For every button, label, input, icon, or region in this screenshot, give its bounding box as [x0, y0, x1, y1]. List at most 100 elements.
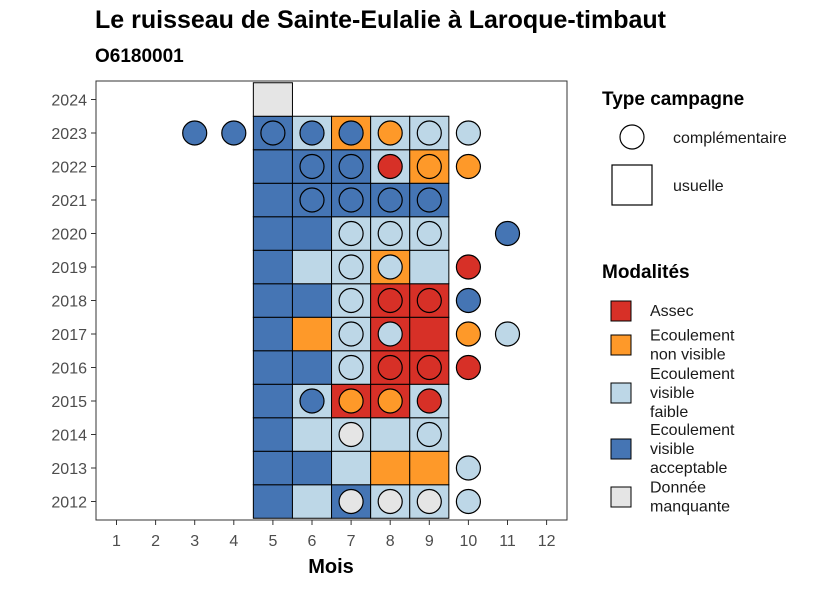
point-2020-7: [338, 220, 364, 247]
point-2018-8: [377, 287, 403, 314]
point-2021-7: [338, 187, 364, 213]
complementaire-points: [182, 120, 521, 515]
tile-2012-6: [291, 484, 333, 519]
tile-2014-5: [252, 417, 293, 452]
legend-label-faible: Ecoulement visible faible: [650, 366, 735, 421]
x-tick-label: 6: [308, 533, 317, 550]
point-2022-9: [416, 153, 442, 180]
point-2015-9: [416, 388, 442, 414]
tile-2024-5: [252, 82, 293, 117]
point-2023-9: [416, 120, 442, 146]
legend-modalites-title: Modalités: [602, 262, 690, 283]
x-tick-label: 4: [229, 533, 238, 550]
point-2023-5: [260, 120, 286, 146]
tile-2013-8: [370, 450, 411, 486]
legend-key-faible: [610, 382, 632, 404]
point-2022-8: [377, 153, 403, 180]
y-tick-label: 2019: [51, 260, 87, 277]
x-tick-label: 7: [347, 533, 356, 550]
chart-title: Le ruisseau de Sainte-Eulalie à Laroque-…: [95, 6, 666, 34]
legend-key-usuelle: [611, 164, 653, 206]
legend-label-acc: Ecoulement visible acceptable: [650, 422, 735, 477]
point-2016-8: [377, 354, 403, 381]
point-2015-6: [299, 388, 325, 414]
point-2020-9: [416, 220, 442, 247]
tile-2017-5: [252, 316, 293, 352]
y-tick-label: 2014: [51, 428, 87, 445]
chart-subtitle: O6180001: [95, 46, 184, 67]
tile-2014-6: [291, 417, 333, 452]
point-2022-10: [455, 153, 481, 180]
tile-2018-5: [252, 283, 293, 318]
point-2012-10: [455, 488, 481, 515]
point-2021-9: [416, 187, 442, 213]
point-2012-9: [416, 488, 442, 515]
x-tick-label: 2: [151, 533, 160, 550]
x-tick-label: 11: [499, 533, 516, 550]
point-2023-10: [455, 120, 481, 146]
point-2016-7: [338, 354, 364, 381]
point-2018-9: [416, 287, 442, 314]
point-2023-7: [338, 120, 364, 146]
legend-label-complementaire: complémentaire: [673, 130, 787, 147]
y-tick-label: 2020: [51, 227, 87, 244]
point-2013-10: [455, 455, 481, 481]
point-2023-3: [182, 120, 208, 146]
point-2016-9: [416, 354, 442, 381]
y-tick-label: 2018: [51, 294, 87, 311]
point-2014-7: [338, 421, 364, 448]
legend-key-nd: [610, 486, 632, 508]
x-tick-label: 5: [268, 533, 277, 550]
y-tick-label: 2023: [51, 126, 87, 143]
point-2021-8: [377, 187, 403, 213]
point-2022-7: [338, 153, 364, 180]
x-axis-title: Mois: [308, 556, 354, 578]
x-tick-label: 3: [190, 533, 199, 550]
tile-2019-9: [409, 249, 450, 285]
point-2020-8: [377, 220, 403, 247]
tile-2016-5: [252, 350, 293, 385]
tile-2013-5: [252, 450, 293, 486]
legend-key-acc: [610, 438, 632, 460]
legend-key-nv: [610, 334, 632, 356]
point-2018-7: [338, 287, 364, 314]
y-tick-label: 2017: [51, 327, 87, 344]
tile-2012-5: [252, 484, 293, 519]
tile-2014-8: [370, 417, 411, 452]
point-2017-7: [338, 321, 364, 347]
point-2022-6: [299, 153, 325, 180]
x-tick-label: 12: [538, 533, 556, 550]
tile-2013-7: [331, 450, 372, 486]
point-2023-8: [377, 120, 403, 146]
point-2015-7: [338, 388, 364, 414]
legend-label-usuelle: usuelle: [673, 178, 724, 195]
tile-2015-5: [252, 383, 293, 419]
legend-key-assec: [610, 300, 632, 322]
tile-2017-9: [409, 316, 450, 352]
point-2019-10: [455, 254, 481, 280]
point-2012-7: [338, 488, 364, 515]
y-tick-label: 2022: [51, 160, 87, 177]
point-2017-10: [455, 321, 481, 347]
point-2019-7: [338, 254, 364, 280]
y-tick-label: 2016: [51, 361, 87, 378]
point-2018-10: [455, 287, 481, 314]
tile-2019-6: [291, 249, 333, 285]
legend-label-nv: Ecoulement non visible: [650, 328, 735, 364]
point-2023-4: [221, 120, 247, 146]
y-tick-label: 2015: [51, 394, 87, 411]
y-tick-label: 2013: [51, 461, 87, 478]
tile-2021-5: [252, 182, 293, 218]
tile-2018-6: [291, 283, 333, 318]
legend-label-nd: Donnée manquante: [650, 480, 730, 516]
point-2014-9: [416, 421, 442, 448]
x-tick-label: 8: [386, 533, 395, 550]
point-2017-11: [494, 321, 521, 347]
x-tick-label: 9: [425, 533, 434, 550]
tile-2013-6: [291, 450, 333, 486]
tile-2022-5: [252, 149, 293, 184]
point-2015-8: [377, 388, 403, 414]
legend: Type campagne complémentaire usuelle Modali…: [602, 89, 787, 516]
axes: 1 2 3 4 5 6 7 8 9 10 11 122012201320142015201620172…: [51, 93, 555, 551]
